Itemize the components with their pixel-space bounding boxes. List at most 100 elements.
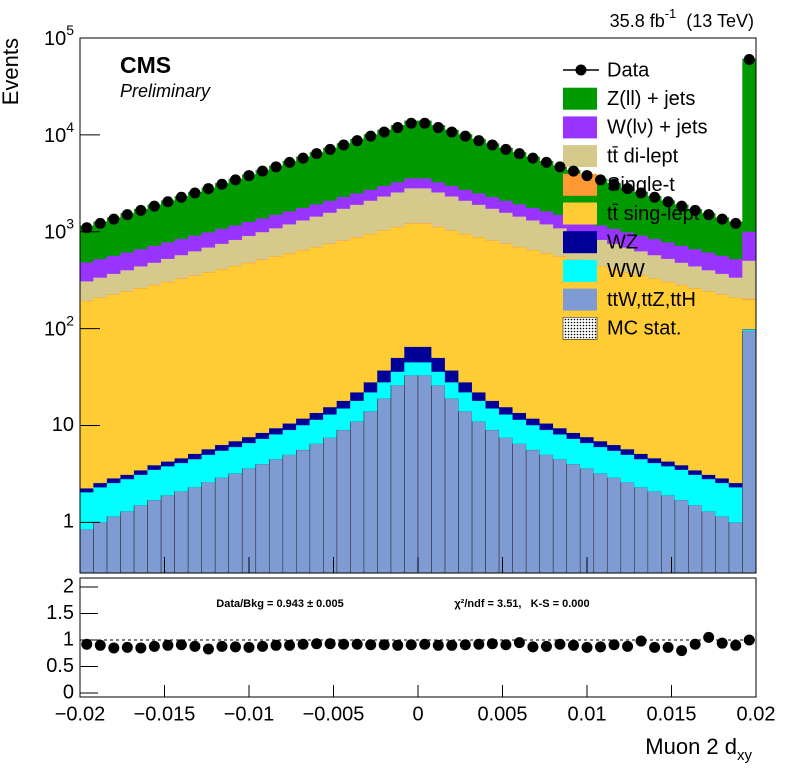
data-point <box>108 213 120 225</box>
stack-bar <box>188 453 202 460</box>
ratio-point <box>378 639 390 651</box>
stack-bar <box>417 178 432 189</box>
stack-bar <box>363 233 378 383</box>
stack-bar <box>336 429 351 573</box>
stack-bar <box>228 440 243 448</box>
stack-bar <box>539 429 554 455</box>
x-axis-label: Muon 2 dxy <box>645 734 752 764</box>
stack-bar <box>539 224 554 254</box>
stack-bar <box>336 208 351 241</box>
ratio-point <box>703 631 715 643</box>
stack-bar <box>498 437 513 573</box>
stack-bar <box>742 231 756 261</box>
legend-label: WW <box>607 260 645 282</box>
data-point <box>365 130 377 142</box>
stack-bar <box>296 207 310 221</box>
stack-bar <box>120 269 135 292</box>
stack-bar <box>215 269 229 446</box>
stack-bar <box>282 211 297 225</box>
stack-bar <box>431 181 446 193</box>
stack-bar <box>377 230 392 371</box>
stack-bar <box>201 481 216 573</box>
ratio-point <box>81 638 93 650</box>
stack-bar <box>269 427 283 435</box>
stack-bar <box>526 418 540 426</box>
stack-bar <box>228 225 243 240</box>
stack-bar <box>566 463 581 573</box>
ratio-point <box>459 639 471 651</box>
stack-bar <box>336 143 351 198</box>
y-tick-label: 102 <box>44 312 74 341</box>
data-point <box>284 156 296 168</box>
stack-bar <box>201 247 216 273</box>
stack-bar <box>201 187 216 233</box>
ratio-point <box>175 639 187 651</box>
legend-label: tt̄ di-lept <box>607 145 679 167</box>
stack-bar <box>228 473 243 573</box>
stack-bar <box>106 482 121 517</box>
stack-bar <box>296 449 311 573</box>
stack-bar <box>661 466 676 496</box>
data-point <box>662 196 674 208</box>
ratio-point <box>405 639 417 651</box>
stack-bar <box>228 178 243 226</box>
stack-bar <box>350 421 365 573</box>
stack-bar <box>512 152 527 205</box>
stack-bar <box>242 442 256 469</box>
stack-bar <box>728 258 743 278</box>
stack-bar <box>512 443 527 573</box>
data-point <box>405 117 417 129</box>
stack-bar <box>471 237 486 393</box>
stack-bar <box>80 488 94 493</box>
ratio-point <box>635 635 647 647</box>
stack-bar <box>255 169 270 219</box>
stack-bar <box>242 235 256 263</box>
stack-bar <box>634 458 648 488</box>
data-point <box>324 143 336 155</box>
stack-bar <box>404 120 419 179</box>
stack-bar <box>93 297 108 484</box>
ratio-point <box>608 639 620 651</box>
stack-bar <box>147 499 162 573</box>
stack-bar <box>93 522 108 573</box>
stack-bar <box>485 240 500 401</box>
stack-bar <box>309 203 324 217</box>
data-point <box>540 156 552 168</box>
stack-bar <box>458 382 473 393</box>
stack-bar <box>336 400 351 409</box>
stack-bar <box>431 357 446 372</box>
ratio-point <box>730 639 742 651</box>
stack-bar <box>553 256 567 429</box>
stack-bar <box>269 165 283 215</box>
stack-bar <box>120 291 135 475</box>
stack-bar <box>580 436 594 444</box>
stack-bar <box>620 454 635 483</box>
stack-bar <box>404 188 419 224</box>
ratio-y-tick-label: 1 <box>63 628 74 650</box>
ratio-point <box>540 640 552 652</box>
ratio-point <box>311 638 323 650</box>
data-point <box>432 122 444 134</box>
legend-label: Z(ll) + jets <box>607 88 695 110</box>
ratio-y-tick-label: 0.5 <box>46 655 74 677</box>
stack-bar <box>160 281 175 462</box>
stack-bar <box>634 487 649 573</box>
status: Preliminary <box>120 81 211 101</box>
data-point <box>554 161 566 173</box>
stack-bar <box>458 189 473 201</box>
stack-bar <box>242 262 256 438</box>
stack-bar <box>512 216 527 247</box>
ratio-point <box>216 640 228 652</box>
data-point <box>162 196 174 208</box>
stack-bar <box>106 273 121 295</box>
stack-bar <box>106 255 121 274</box>
stack-bar <box>444 129 459 186</box>
y-tick-exponent: 4 <box>66 119 74 135</box>
stack-bar <box>526 250 540 419</box>
legend-swatch <box>563 231 597 254</box>
stack-bar <box>647 457 662 464</box>
stack-bar <box>674 285 689 466</box>
stack-bar <box>160 258 175 282</box>
stack-bar <box>634 453 648 460</box>
stack-bar <box>647 254 662 279</box>
